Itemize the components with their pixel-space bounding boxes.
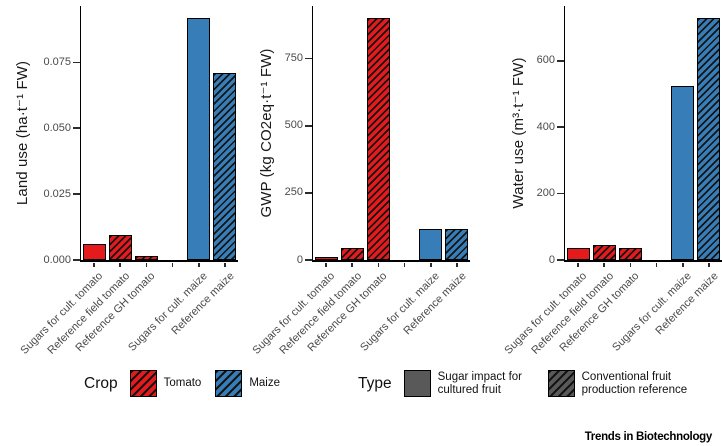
chart-panel-gwp: GWP (kg CO2eq·t⁻¹ FW) 0 250 500 750 Sugars fo… [251, 0, 470, 357]
y-axis-title-water-use: Water use (m³·t⁻¹ FW) [506, 0, 530, 266]
x-tick [708, 262, 710, 268]
plot-area-water-use: 0 200 400 600 Sugars for cult. tomato Referen… [503, 6, 722, 357]
x-tick [456, 262, 458, 268]
y-tick-label: 0 [296, 253, 303, 266]
y-tick-label: 600 [536, 54, 555, 67]
legend-row: Crop Tomato Maize Type Sugar impact for … [0, 370, 722, 397]
legend-label-maize: Maize [249, 377, 281, 390]
y-tick-label: 400 [536, 120, 555, 133]
y-tick-label: 0.000 [43, 253, 71, 266]
legend-swatch-tomato-icon [129, 370, 157, 397]
legend-type-title: Type [358, 374, 392, 392]
bar-sugars-for-cult-maize [187, 17, 211, 260]
x-tick [93, 262, 95, 268]
bar-reference-gh-tomato [366, 18, 390, 260]
y-axis-title-text: Water use (m³·t⁻¹ FW) [510, 57, 527, 209]
x-tick [577, 262, 579, 268]
y-axis-title-gwp: GWP (kg CO2eq·t⁻¹ FW) [254, 0, 278, 266]
x-tick [403, 262, 406, 268]
y-tick-label: 250 [284, 186, 303, 199]
y-axis-title-text: Land use (ha·t⁻¹ FW) [14, 60, 31, 206]
bar-sugars-for-cult-maize [671, 85, 695, 260]
legend-label-conventional: Conventional fruit production reference [581, 370, 688, 396]
bar-sugars-for-cult-maize [419, 229, 443, 260]
y-tick-label: 0.025 [43, 187, 71, 200]
x-tick [429, 262, 432, 268]
y-tick-label: 0 [548, 253, 555, 266]
y-tick [305, 124, 312, 127]
y-tick [305, 191, 312, 194]
chart-panel-land-use: Land use (ha·t⁻¹ FW) 0.000 0.025 0.050 0.075… [10, 0, 238, 357]
x-tick [681, 262, 684, 268]
x-tick [603, 262, 606, 268]
y-tick-label: 500 [284, 119, 303, 132]
y-tick [557, 126, 564, 129]
bar-sugars-for-cult-tomato [314, 257, 338, 260]
bar-reference-field-tomato [108, 235, 132, 260]
x-tick [377, 262, 380, 268]
y-tick [73, 127, 80, 130]
y-tick [73, 61, 80, 64]
legend-swatch-maize-icon [215, 370, 243, 397]
chart-panel-water-use: Water use (m³·t⁻¹ FW) 0 200 400 600 Sugars fo… [503, 0, 722, 357]
y-tick [557, 192, 564, 195]
y-tick-label: 200 [536, 187, 555, 200]
legend-crop-title: Crop [84, 374, 118, 392]
y-tick-label: 0.075 [43, 56, 71, 69]
legend-type: Type Sugar impact for cultured fruit Con… [358, 370, 704, 397]
y-tick-label: 750 [284, 51, 303, 64]
x-tick [629, 262, 632, 268]
bar-sugars-for-cult-tomato [82, 244, 106, 260]
y-tick [305, 259, 312, 261]
x-tick [197, 262, 200, 268]
x-tick [224, 262, 226, 268]
y-tick-label: 0.050 [43, 121, 71, 134]
legend-label-tomato: Tomato [163, 377, 202, 390]
bar-reference-maize [445, 229, 469, 260]
x-tick [171, 262, 174, 268]
bar-reference-field-tomato [592, 245, 616, 260]
bar-reference-gh-tomato [618, 248, 642, 260]
y-axis-title-land-use: Land use (ha·t⁻¹ FW) [10, 0, 34, 266]
x-tick [119, 262, 122, 268]
journal-brand: Trends in Biotechnology [584, 431, 713, 443]
x-tick [655, 262, 658, 268]
chart-panels: Land use (ha·t⁻¹ FW) 0.000 0.025 0.050 0.075… [10, 0, 722, 357]
bar-sugars-for-cult-tomato [566, 248, 590, 260]
bar-reference-gh-tomato [134, 256, 158, 260]
y-tick [557, 59, 564, 62]
legend-swatch-sugar-impact-icon [403, 370, 431, 397]
x-tick [351, 262, 354, 268]
y-tick [557, 259, 564, 261]
y-tick [305, 57, 312, 60]
x-tick [325, 262, 327, 268]
bar-reference-maize [213, 73, 237, 260]
legend-crop: Crop Tomato Maize [84, 370, 280, 397]
plot-area-gwp: 0 250 500 750 Sugars for cult. tomato Referen… [251, 6, 470, 357]
y-axis-title-text: GWP (kg CO2eq·t⁻¹ FW) [258, 48, 275, 218]
bar-reference-maize [697, 17, 721, 260]
legend-swatch-conventional-icon [547, 370, 575, 397]
legend-label-sugar-impact: Sugar impact for cultured fruit [437, 370, 522, 396]
y-tick [73, 259, 80, 261]
x-tick [145, 262, 148, 268]
y-tick [73, 193, 80, 196]
bar-reference-field-tomato [340, 247, 364, 260]
plot-area-land-use: 0.000 0.025 0.050 0.075 Sugars for cult. tom… [19, 6, 238, 357]
